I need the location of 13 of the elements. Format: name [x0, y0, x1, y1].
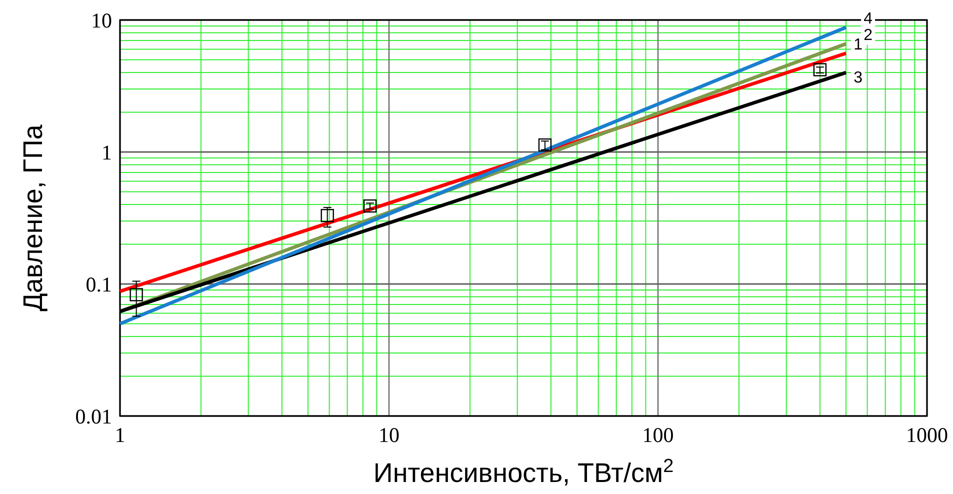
series-label: 4 [864, 10, 873, 28]
series-label: 1 [854, 36, 863, 54]
x-tick-label: 10 [378, 423, 400, 447]
y-tick-label: 10 [91, 8, 112, 32]
y-tick-label: 1 [102, 140, 112, 164]
x-tick-label: 1000 [906, 423, 948, 447]
y-tick-label: 0.01 [75, 404, 112, 428]
x-tick-label: 100 [642, 423, 674, 447]
y-tick-label: 0.1 [86, 272, 112, 296]
x-axis-title: Интенсивность, ТВт/см$^{2}$ [373, 456, 674, 488]
series-label: 2 [864, 27, 873, 44]
series-label: 3 [854, 70, 863, 87]
y-axis-title: Давление, ГПа [18, 124, 48, 312]
